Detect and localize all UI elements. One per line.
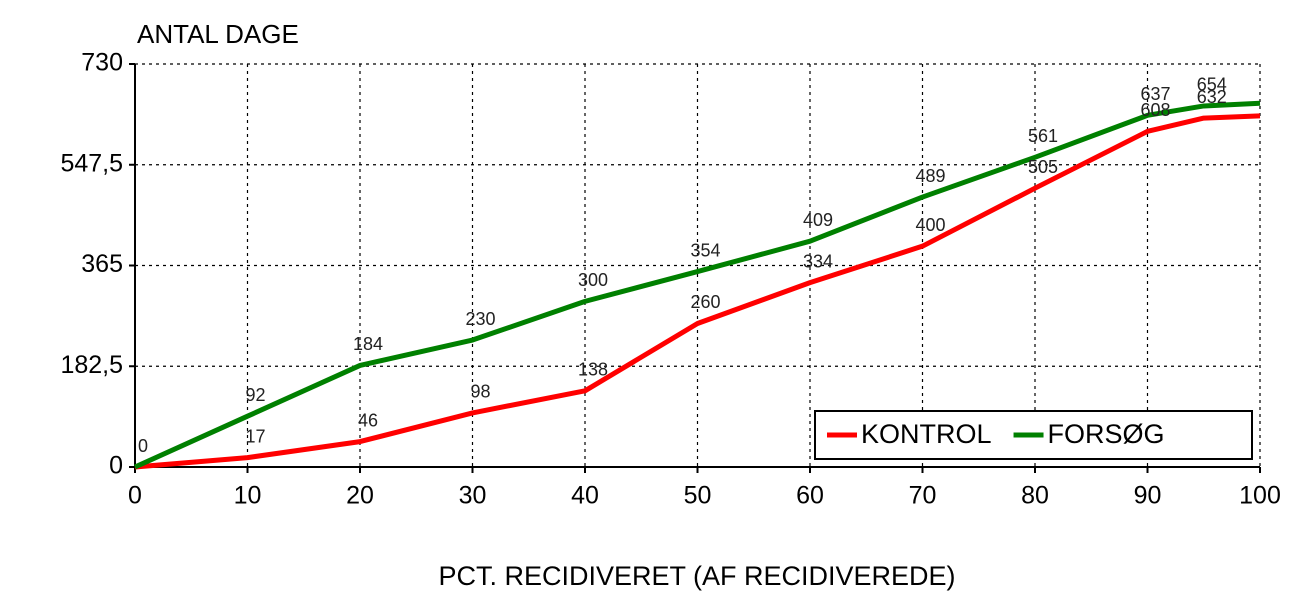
- data-label: 561: [1028, 126, 1058, 146]
- x-tick-label: 100: [1239, 482, 1281, 510]
- line-series: [133, 100, 1261, 470]
- y-tick-label: 547,5: [60, 149, 123, 177]
- data-label: 230: [465, 309, 495, 329]
- y-tick-label: 365: [81, 250, 123, 278]
- x-tick-label: 30: [459, 482, 487, 510]
- data-label: 654: [1197, 75, 1227, 95]
- legend: KONTROL FORSØG: [814, 410, 1253, 460]
- data-label: 505: [1028, 157, 1058, 177]
- data-label: 632: [1197, 87, 1227, 107]
- chart-title: ANTAL DAGE: [137, 19, 299, 49]
- legend-label: FORSØG: [1048, 419, 1165, 449]
- x-tick-label: 50: [684, 482, 712, 510]
- y-tick-label: 0: [109, 452, 123, 480]
- data-label: 637: [1140, 84, 1170, 104]
- x-tick-label: 40: [571, 482, 599, 510]
- data-label: 184: [353, 334, 383, 354]
- data-label: 46: [358, 410, 378, 430]
- data-label: 138: [578, 360, 608, 380]
- x-tick-label: 10: [234, 482, 262, 510]
- x-axis-label: PCT. RECIDIVERET (AF RECIDIVEREDE): [438, 561, 955, 591]
- data-label: 334: [803, 251, 833, 271]
- data-label: 354: [690, 240, 720, 260]
- data-label: 489: [915, 166, 945, 186]
- x-tick-label: 20: [346, 482, 374, 510]
- data-label: 400: [915, 215, 945, 235]
- data-label: 92: [245, 385, 265, 405]
- legend-label: KONTROL: [861, 419, 992, 449]
- x-tick-label: 0: [128, 482, 142, 510]
- data-label: 17: [245, 426, 265, 446]
- data-label: 98: [470, 382, 490, 402]
- x-tick-label: 70: [909, 482, 937, 510]
- x-tick-label: 60: [796, 482, 824, 510]
- y-tick-label: 182,5: [60, 351, 123, 379]
- x-tick-label: 90: [1134, 482, 1162, 510]
- data-label: 260: [690, 292, 720, 312]
- data-label: 608: [1140, 100, 1170, 120]
- y-tick-label: 730: [81, 49, 123, 77]
- line-series: [134, 113, 1261, 470]
- data-label: 409: [803, 210, 833, 230]
- data-label: 300: [578, 270, 608, 290]
- x-tick-label: 80: [1021, 482, 1049, 510]
- data-label: 0: [138, 436, 148, 456]
